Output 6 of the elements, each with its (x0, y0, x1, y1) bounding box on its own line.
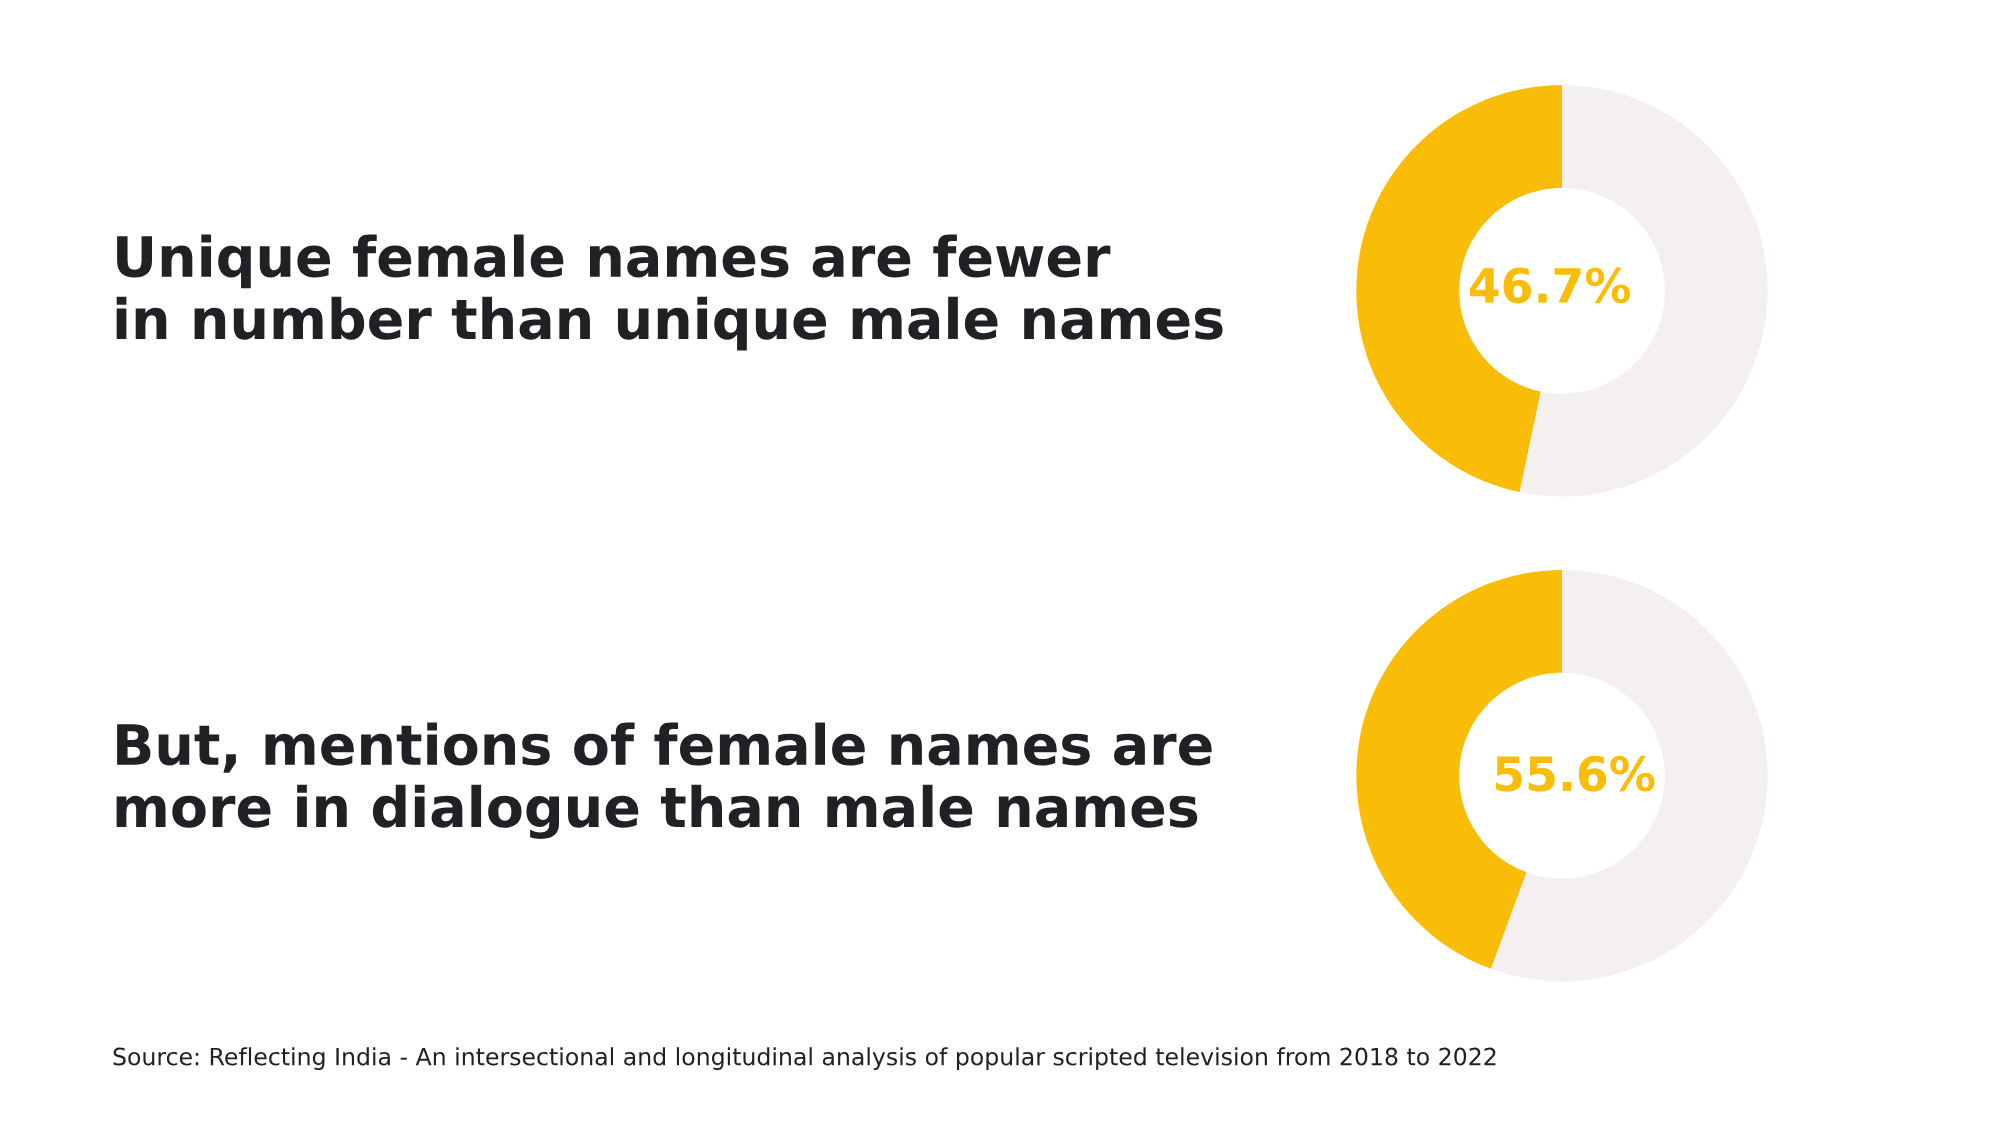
text: Unique female names are fewer in number than unique male names (116, 234, 1223, 351)
data-label: 55.6% (1495, 755, 1655, 792)
text: But, mentions of female names are more in dialogue than male names (116, 722, 1212, 839)
source-note: Source: Reflecting India - An intersectional and longitudinal analysis of popular scripted television from 2018 to 2022 (113, 1047, 1496, 1071)
data-label: 46.7% (1469, 267, 1631, 304)
donut-slice (1491, 569, 1768, 982)
